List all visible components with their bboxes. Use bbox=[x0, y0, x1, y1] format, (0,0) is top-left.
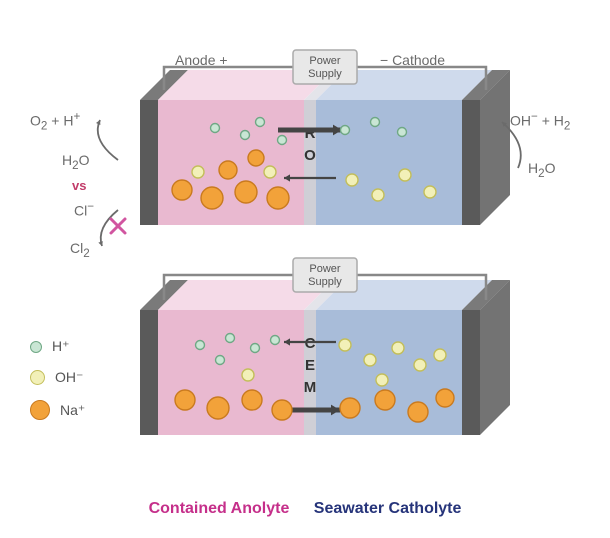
svg-text:Power: Power bbox=[309, 55, 341, 67]
svg-text:Supply: Supply bbox=[308, 68, 342, 80]
svg-text:Power: Power bbox=[309, 263, 341, 275]
svg-text:Supply: Supply bbox=[308, 276, 342, 288]
svg-text:E: E bbox=[305, 357, 315, 374]
svg-text:M: M bbox=[304, 379, 317, 396]
diagram-svg: ROPowerSupplyCEMPowerSupply bbox=[0, 0, 610, 538]
svg-text:O: O bbox=[304, 147, 316, 164]
svg-text:C: C bbox=[305, 335, 316, 352]
